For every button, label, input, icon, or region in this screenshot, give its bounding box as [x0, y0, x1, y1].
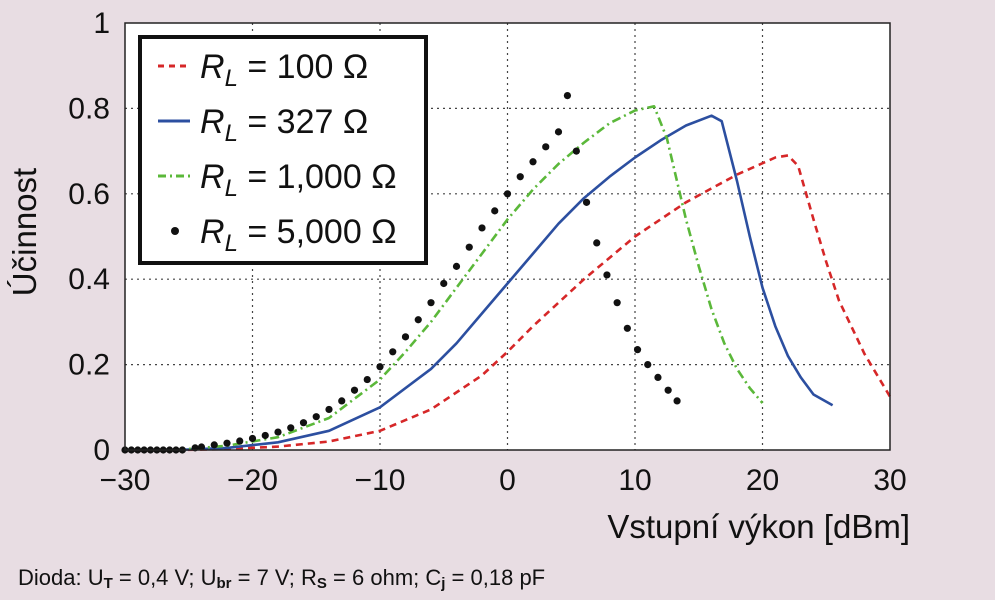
legend-label: RL = 1,000 Ω: [200, 158, 397, 202]
series-line: [175, 105, 764, 452]
data-point: [210, 441, 218, 449]
data-point: [613, 299, 621, 307]
legend-item: RL = 5,000 Ω: [171, 213, 397, 257]
data-point: [491, 207, 499, 215]
y-tick-label: 0.6: [68, 178, 110, 211]
y-axis-label: Účinnost: [6, 168, 43, 296]
data-point: [274, 428, 282, 436]
data-point: [414, 316, 422, 324]
data-point: [465, 243, 473, 251]
series-3: [175, 105, 764, 452]
legend-label: RL = 100 Ω: [200, 48, 368, 92]
y-tick-label: 0.2: [68, 349, 110, 382]
data-point: [440, 279, 448, 288]
plot-frame: [124, 22, 891, 451]
x-tick-label: 10: [618, 464, 651, 497]
data-point: [299, 419, 308, 427]
caption-subscript: br: [216, 575, 232, 592]
data-point: [563, 91, 572, 100]
legend-label: RL = 327 Ω: [200, 103, 368, 147]
data-point: [427, 299, 435, 307]
data-point: [542, 143, 550, 151]
series-line: [175, 154, 892, 452]
data-point: [223, 439, 231, 447]
caption-subscript: S: [316, 575, 327, 592]
legend-item: RL = 100 Ω: [158, 48, 368, 92]
data-point: [582, 198, 591, 206]
data-point: [673, 397, 681, 405]
data-point: [654, 373, 662, 382]
x-axis-label: Vstupní výkon [dBm]: [607, 508, 910, 545]
data-point: [593, 239, 601, 247]
data-point: [633, 346, 642, 354]
x-tick-label: 0: [499, 464, 516, 497]
series-line: [175, 114, 834, 452]
caption-text: = 6 ohm; C: [326, 565, 442, 590]
x-tick-label: −10: [355, 464, 406, 497]
legend-marker: [171, 227, 179, 235]
data-point: [623, 324, 631, 332]
data-point: [287, 424, 295, 432]
data-point: [248, 434, 257, 443]
data-point: [452, 262, 461, 270]
x-tick-label: 20: [746, 464, 779, 497]
legend-item: RL = 1,000 Ω: [158, 158, 397, 202]
legend-item: RL = 327 Ω: [158, 103, 368, 147]
series-group: [121, 91, 892, 454]
data-point: [478, 224, 486, 232]
data-point: [603, 271, 611, 279]
x-tick-label: −30: [100, 464, 151, 497]
data-point: [312, 413, 320, 421]
caption-text: = 0,4 V; U: [112, 565, 217, 590]
data-point: [197, 443, 206, 451]
legend-box: [138, 35, 428, 265]
series-2: [175, 114, 834, 452]
data-point: [261, 431, 269, 440]
x-tick-label: −20: [227, 464, 278, 497]
diode-parameters-caption: Dioda: UT = 0,4 V; Ubr = 7 V; RS = 6 ohm…: [18, 565, 545, 592]
data-point: [516, 173, 524, 181]
y-tick-label: 1: [93, 7, 110, 40]
legend-label: RL = 5,000 Ω: [200, 213, 397, 257]
caption-text: = 0,18 pF: [445, 565, 546, 590]
data-point: [236, 437, 244, 445]
caption-subscript: T: [103, 575, 113, 592]
caption-text: = 7 V; R: [231, 565, 317, 590]
data-point: [389, 348, 397, 356]
data-point: [664, 386, 672, 394]
data-point: [363, 375, 371, 384]
data-point: [376, 363, 384, 371]
data-point: [554, 128, 563, 136]
x-tick-label: 30: [873, 464, 906, 497]
y-tick-label: 0.8: [68, 92, 110, 125]
y-tick-label: 0.4: [68, 263, 110, 296]
data-point: [325, 405, 333, 414]
data-point: [401, 333, 410, 341]
legend: RL = 100 Ω RL = 327 Ω RL = 1,000 Ω RL = 5,0…: [138, 35, 428, 265]
data-point: [644, 361, 652, 369]
data-point: [572, 147, 580, 155]
caption-subscript: j: [441, 575, 446, 592]
series-4: [121, 91, 681, 454]
data-point: [529, 158, 537, 166]
data-point: [338, 397, 346, 405]
data-point: [350, 386, 359, 394]
series-1: [175, 154, 892, 452]
caption-text: Dioda: U: [18, 565, 104, 590]
data-point: [503, 190, 512, 198]
tick-labels: −30 −20 −10 0 10 20 30 0 0.2 0.4 0.6 0.8 1: [68, 7, 906, 497]
y-tick-label: 0: [93, 434, 110, 467]
